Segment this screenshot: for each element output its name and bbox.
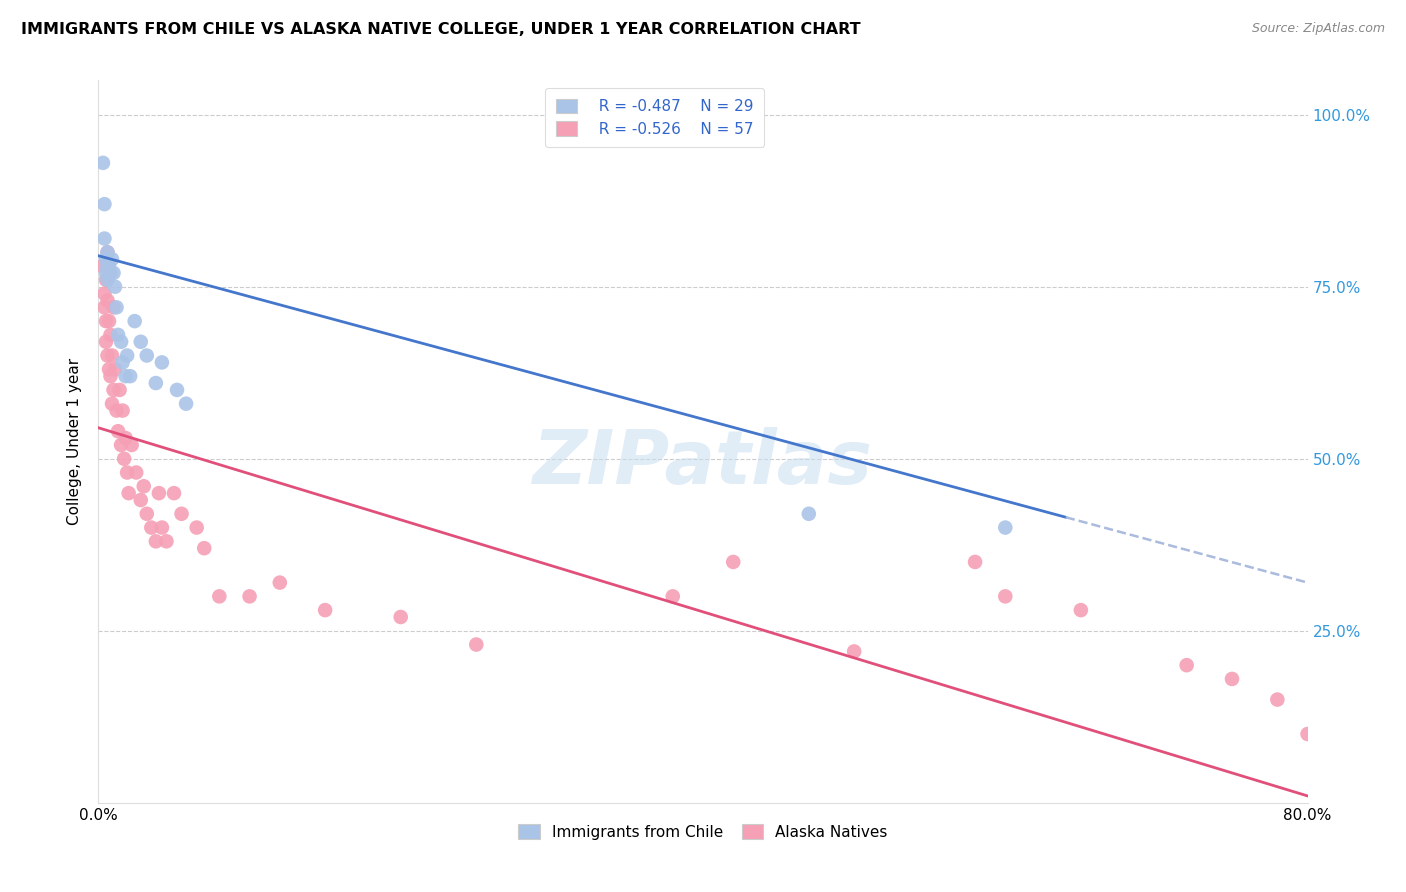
Point	[111, 355, 134, 369]
Point	[121, 438, 143, 452]
Point	[114, 431, 136, 445]
Point	[125, 466, 148, 480]
Point	[103, 301, 125, 315]
Point	[107, 327, 129, 342]
Point	[100, 327, 122, 342]
Point	[96, 259, 118, 273]
Point	[96, 273, 118, 287]
Point	[166, 383, 188, 397]
Point	[112, 451, 135, 466]
Point	[150, 355, 173, 369]
Point	[994, 520, 1017, 534]
Point	[96, 349, 118, 363]
Point	[1175, 658, 1198, 673]
Point	[93, 197, 115, 211]
Point	[155, 534, 177, 549]
Point	[150, 520, 173, 534]
Point	[115, 466, 138, 480]
Point	[239, 590, 262, 604]
Point	[193, 541, 215, 556]
Point	[208, 590, 231, 604]
Point	[723, 555, 745, 569]
Point	[269, 575, 291, 590]
Point	[100, 369, 122, 384]
Point	[148, 486, 170, 500]
Text: ZIPatlas: ZIPatlas	[533, 426, 873, 500]
Point	[111, 403, 134, 417]
Point	[91, 156, 114, 170]
Point	[108, 383, 131, 397]
Point	[93, 301, 115, 315]
Point	[105, 403, 128, 417]
Point	[844, 644, 866, 658]
Point	[101, 252, 124, 267]
Point	[104, 279, 127, 293]
Point	[186, 520, 208, 534]
Point	[174, 397, 197, 411]
Point	[145, 534, 167, 549]
Point	[120, 369, 142, 384]
Point	[163, 486, 186, 500]
Point	[118, 486, 141, 500]
Point	[132, 479, 155, 493]
Point	[98, 259, 121, 273]
Point	[94, 273, 117, 287]
Text: IMMIGRANTS FROM CHILE VS ALASKA NATIVE COLLEGE, UNDER 1 YEAR CORRELATION CHART: IMMIGRANTS FROM CHILE VS ALASKA NATIVE C…	[21, 22, 860, 37]
Point	[129, 334, 152, 349]
Point	[110, 438, 132, 452]
Point	[661, 590, 683, 604]
Point	[170, 507, 193, 521]
Point	[104, 362, 127, 376]
Text: Source: ZipAtlas.com: Source: ZipAtlas.com	[1251, 22, 1385, 36]
Point	[1267, 692, 1289, 706]
Point	[1070, 603, 1092, 617]
Point	[100, 266, 122, 280]
Point	[96, 245, 118, 260]
Point	[115, 349, 138, 363]
Point	[93, 231, 115, 245]
Point	[101, 349, 124, 363]
Point	[94, 266, 117, 280]
Point	[94, 334, 117, 349]
Point	[98, 362, 121, 376]
Point	[124, 314, 146, 328]
Point	[103, 266, 125, 280]
Point	[389, 610, 412, 624]
Point	[145, 376, 167, 390]
Point	[94, 252, 117, 267]
Point	[1296, 727, 1319, 741]
Point	[965, 555, 987, 569]
Point	[314, 603, 336, 617]
Point	[103, 383, 125, 397]
Point	[96, 245, 118, 260]
Point	[465, 638, 488, 652]
Point	[98, 314, 121, 328]
Y-axis label: College, Under 1 year: College, Under 1 year	[67, 358, 83, 525]
Point	[105, 301, 128, 315]
Point	[141, 520, 163, 534]
Point	[994, 590, 1017, 604]
Point	[135, 349, 157, 363]
Point	[101, 397, 124, 411]
Point	[1220, 672, 1243, 686]
Point	[114, 369, 136, 384]
Point	[129, 493, 152, 508]
Point	[96, 293, 118, 308]
Point	[110, 334, 132, 349]
Point	[91, 259, 114, 273]
Point	[135, 507, 157, 521]
Point	[797, 507, 820, 521]
Point	[107, 424, 129, 438]
Point	[94, 314, 117, 328]
Legend: Immigrants from Chile, Alaska Natives: Immigrants from Chile, Alaska Natives	[512, 818, 894, 846]
Point	[93, 286, 115, 301]
